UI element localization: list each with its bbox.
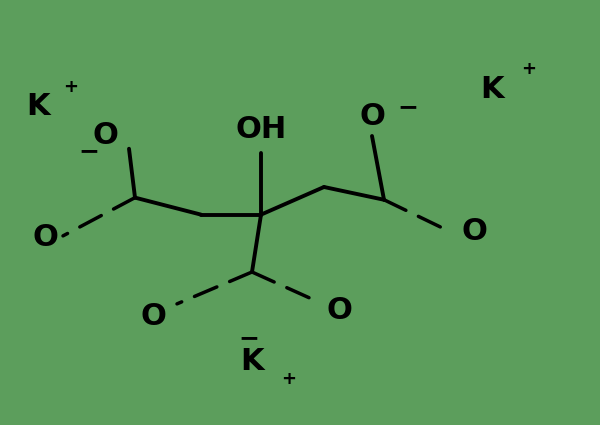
Text: K: K <box>240 347 264 376</box>
Text: −: − <box>78 139 100 163</box>
Text: O: O <box>140 302 166 331</box>
Text: O: O <box>326 296 352 325</box>
Text: O: O <box>461 217 487 246</box>
Text: −: − <box>398 95 419 119</box>
Text: −: − <box>239 326 260 350</box>
Text: +: + <box>63 78 78 96</box>
Text: K: K <box>26 92 50 121</box>
Text: +: + <box>521 60 536 78</box>
Text: K: K <box>480 75 504 104</box>
Text: O: O <box>92 122 118 150</box>
Text: O: O <box>32 224 58 252</box>
Text: +: + <box>281 370 296 388</box>
Text: OH: OH <box>235 115 287 144</box>
Text: O: O <box>359 102 385 131</box>
